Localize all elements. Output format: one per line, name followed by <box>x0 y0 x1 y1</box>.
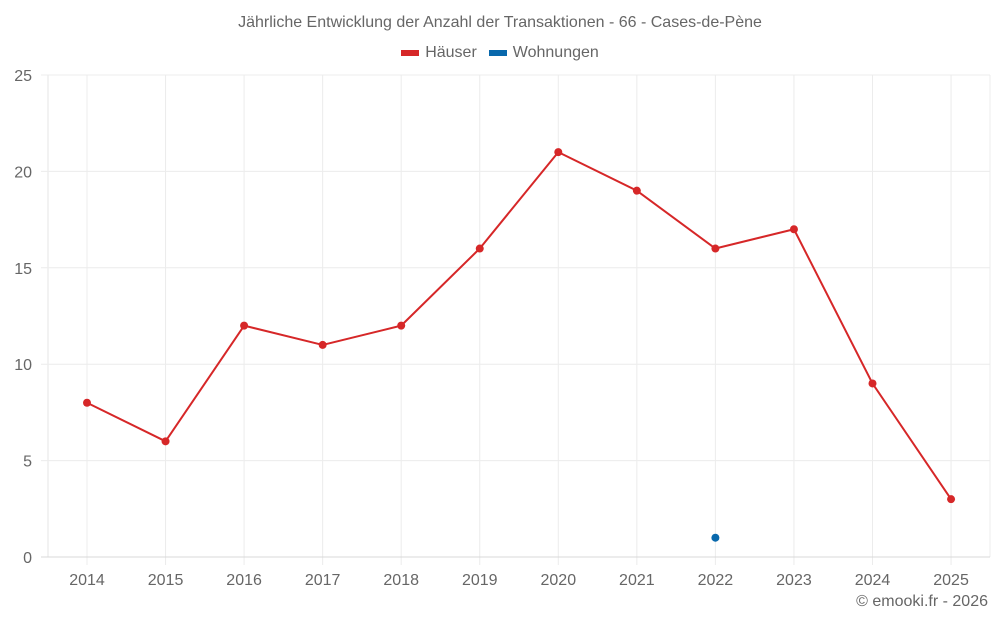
data-point-haeuser[interactable] <box>947 495 956 504</box>
legend-swatch-haeuser <box>401 50 420 56</box>
x-tick-label: 2025 <box>933 572 969 589</box>
data-point-haeuser[interactable] <box>475 244 484 253</box>
series-line-haeuser <box>86 151 952 500</box>
legend-label-wohnungen: Wohnungen <box>512 44 599 61</box>
y-tick-label: 15 <box>14 261 32 278</box>
y-tick-label: 0 <box>23 550 32 567</box>
legend-item-haeuser[interactable]: Häuser <box>401 44 477 62</box>
data-point-wohnungen[interactable] <box>711 533 720 542</box>
data-point-haeuser[interactable] <box>318 340 327 349</box>
data-point-haeuser[interactable] <box>632 186 641 195</box>
x-tick-label: 2016 <box>226 572 262 589</box>
chart-title: Jährliche Entwicklung der Anzahl der Tra… <box>238 14 762 31</box>
legend: Häuser Wohnungen <box>0 44 1000 62</box>
x-tick-label: 2019 <box>462 572 498 589</box>
x-tick-label: 2015 <box>148 572 184 589</box>
data-point-haeuser[interactable] <box>161 437 170 446</box>
x-tick-label: 2024 <box>855 572 891 589</box>
y-tick-label: 10 <box>14 357 32 374</box>
data-point-haeuser[interactable] <box>789 225 798 234</box>
credit-text: © emooki.fr - 2026 <box>856 593 988 610</box>
x-tick-label: 2014 <box>69 572 105 589</box>
legend-label-haeuser: Häuser <box>425 44 477 61</box>
x-tick-label: 2017 <box>305 572 341 589</box>
data-point-haeuser[interactable] <box>868 379 877 388</box>
x-tick-label: 2023 <box>776 572 812 589</box>
legend-swatch-wohnungen <box>488 50 507 56</box>
data-point-haeuser[interactable] <box>711 244 720 253</box>
x-tick-label: 2018 <box>383 572 419 589</box>
y-tick-label: 25 <box>14 68 32 85</box>
x-tick-label: 2020 <box>541 572 577 589</box>
data-point-haeuser[interactable] <box>83 398 91 407</box>
data-point-haeuser[interactable] <box>397 321 406 330</box>
x-tick-label: 2021 <box>619 572 655 589</box>
legend-item-wohnungen[interactable]: Wohnungen <box>488 44 599 62</box>
x-tick-label: 2022 <box>698 572 734 589</box>
y-tick-label: 5 <box>23 454 32 471</box>
data-point-haeuser[interactable] <box>240 321 249 330</box>
y-tick-label: 20 <box>14 164 32 181</box>
data-point-haeuser[interactable] <box>554 148 563 157</box>
